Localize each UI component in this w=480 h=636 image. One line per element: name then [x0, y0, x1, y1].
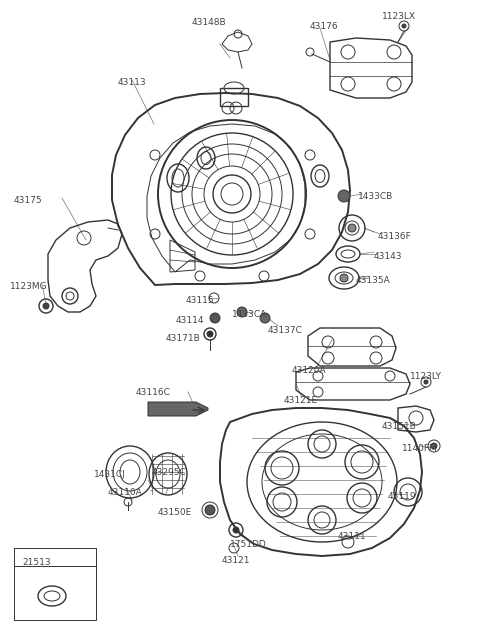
Text: 43151B: 43151B — [382, 422, 417, 431]
Text: 1433CA: 1433CA — [232, 310, 267, 319]
Text: 1431CJ: 1431CJ — [94, 470, 126, 479]
Text: 43176: 43176 — [310, 22, 338, 31]
Text: 43121E: 43121E — [284, 396, 318, 405]
Text: 43114: 43114 — [176, 316, 204, 325]
Circle shape — [348, 224, 356, 232]
Circle shape — [43, 303, 49, 309]
Text: 43171B: 43171B — [166, 334, 201, 343]
Bar — [14, 548, 96, 620]
Circle shape — [260, 313, 270, 323]
Text: 43175: 43175 — [14, 196, 43, 205]
Text: 43137C: 43137C — [268, 326, 303, 335]
Text: 43136F: 43136F — [378, 232, 412, 241]
Text: 43120A: 43120A — [292, 366, 326, 375]
Circle shape — [340, 274, 348, 282]
Circle shape — [237, 307, 247, 317]
Text: 1123LY: 1123LY — [410, 372, 442, 381]
Text: 1123LX: 1123LX — [382, 12, 416, 21]
Text: 43111: 43111 — [338, 532, 367, 541]
Text: 43143: 43143 — [374, 252, 403, 261]
Circle shape — [431, 443, 437, 449]
Text: 43295C: 43295C — [152, 468, 187, 477]
Circle shape — [424, 380, 428, 384]
Polygon shape — [148, 402, 208, 416]
Circle shape — [210, 313, 220, 323]
Circle shape — [338, 190, 350, 202]
Text: 43116C: 43116C — [136, 388, 171, 397]
Text: 43110A: 43110A — [108, 488, 143, 497]
Circle shape — [205, 505, 215, 515]
Text: 43119: 43119 — [388, 492, 417, 501]
Circle shape — [233, 527, 239, 533]
Text: 1433CB: 1433CB — [358, 192, 393, 201]
Text: 21513: 21513 — [22, 558, 50, 567]
Text: 43121: 43121 — [222, 556, 251, 565]
Text: 43113: 43113 — [118, 78, 146, 87]
Text: 43150E: 43150E — [158, 508, 192, 517]
Text: 43115: 43115 — [186, 296, 215, 305]
Text: 1751DD: 1751DD — [230, 540, 267, 549]
Bar — [220, 88, 248, 106]
Text: 1140FM: 1140FM — [402, 444, 438, 453]
Circle shape — [207, 331, 213, 337]
Text: 43148B: 43148B — [192, 18, 227, 27]
Text: 43135A: 43135A — [356, 276, 391, 285]
Circle shape — [402, 24, 406, 28]
Text: 1123MG: 1123MG — [10, 282, 48, 291]
